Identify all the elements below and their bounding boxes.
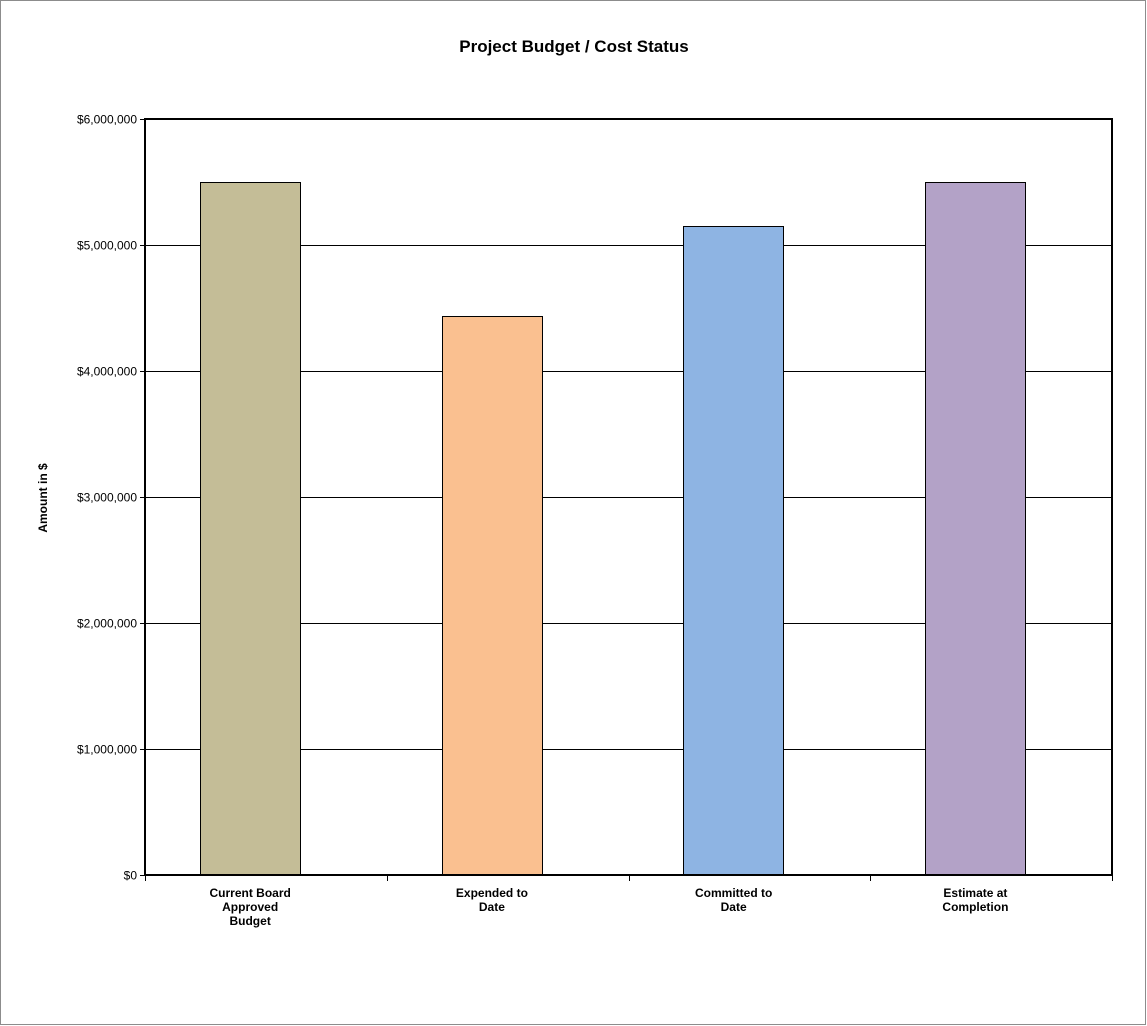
bar [442, 316, 543, 876]
y-tick-label: $0 [124, 869, 138, 883]
bar [200, 182, 301, 876]
bar [683, 226, 784, 876]
x-tick-label: Committed to Date [695, 886, 772, 914]
y-tick-label: $6,000,000 [77, 113, 137, 127]
y-tick-label: $4,000,000 [77, 365, 137, 379]
y-tick-label: $5,000,000 [77, 239, 137, 253]
x-tick-label: Current Board Approved Budget [209, 886, 290, 928]
plot-border [144, 118, 1113, 876]
x-tick-label: Estimate at Completion [942, 886, 1008, 914]
y-tick-label: $1,000,000 [77, 743, 137, 757]
x-tick-label: Expended to Date [456, 886, 528, 914]
y-tick-label: $2,000,000 [77, 617, 137, 631]
y-tick-label: $3,000,000 [77, 491, 137, 505]
bar [925, 182, 1026, 876]
chart-title: Project Budget / Cost Status [459, 37, 689, 56]
